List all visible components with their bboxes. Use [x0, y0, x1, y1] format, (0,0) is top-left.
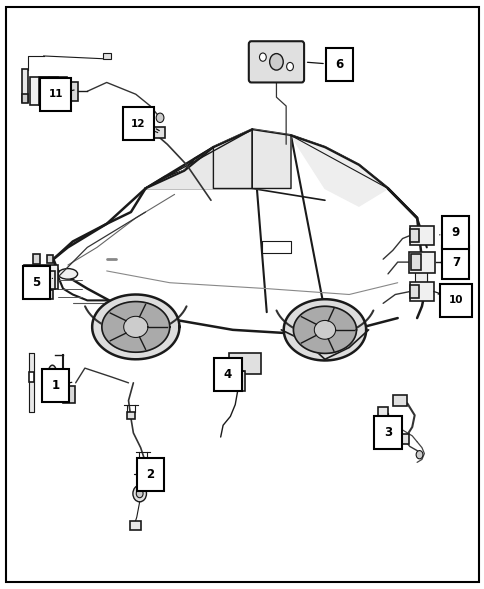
- Bar: [409, 285, 418, 298]
- Bar: [441, 246, 469, 279]
- Text: 1: 1: [52, 379, 60, 392]
- Polygon shape: [314, 320, 335, 339]
- Bar: [39, 77, 48, 105]
- Bar: [40, 78, 71, 111]
- Bar: [103, 53, 110, 59]
- Text: 4: 4: [223, 368, 232, 380]
- Bar: [325, 48, 352, 81]
- Polygon shape: [145, 130, 252, 188]
- Polygon shape: [123, 316, 148, 337]
- Bar: [439, 284, 470, 317]
- Text: 5: 5: [32, 276, 41, 289]
- Circle shape: [269, 54, 283, 70]
- Bar: [230, 371, 244, 392]
- Bar: [444, 256, 453, 268]
- Circle shape: [232, 375, 242, 387]
- Bar: [22, 94, 28, 103]
- Ellipse shape: [58, 269, 77, 279]
- Polygon shape: [293, 306, 356, 353]
- Bar: [63, 386, 76, 403]
- Polygon shape: [102, 302, 169, 352]
- Bar: [410, 254, 420, 270]
- Bar: [35, 271, 55, 289]
- Text: 12: 12: [131, 119, 145, 128]
- Polygon shape: [53, 130, 426, 336]
- Bar: [136, 458, 164, 491]
- Bar: [397, 434, 408, 444]
- Text: 6: 6: [334, 58, 343, 71]
- Bar: [47, 255, 53, 263]
- Bar: [150, 127, 165, 138]
- Circle shape: [133, 485, 146, 502]
- Bar: [393, 395, 406, 406]
- Bar: [42, 369, 69, 402]
- Bar: [409, 282, 433, 301]
- Bar: [441, 216, 469, 249]
- Bar: [126, 412, 135, 419]
- Bar: [24, 265, 58, 289]
- Bar: [409, 226, 433, 245]
- Polygon shape: [29, 353, 34, 412]
- Polygon shape: [145, 130, 252, 188]
- Bar: [378, 407, 387, 420]
- Bar: [374, 416, 401, 449]
- Text: 9: 9: [451, 226, 459, 239]
- Bar: [48, 77, 58, 105]
- Bar: [47, 370, 62, 396]
- Polygon shape: [46, 365, 58, 401]
- Bar: [23, 266, 50, 299]
- Polygon shape: [92, 294, 179, 359]
- Text: 2: 2: [146, 468, 154, 481]
- Polygon shape: [283, 299, 365, 360]
- Bar: [130, 521, 141, 530]
- Bar: [414, 271, 426, 294]
- Bar: [29, 372, 34, 382]
- Circle shape: [259, 53, 266, 61]
- Text: 11: 11: [48, 90, 63, 99]
- Bar: [214, 358, 241, 391]
- Polygon shape: [252, 130, 290, 188]
- Bar: [30, 77, 67, 105]
- Bar: [33, 254, 40, 264]
- Text: 3: 3: [383, 426, 391, 439]
- Bar: [47, 290, 53, 299]
- Text: 7: 7: [451, 256, 459, 269]
- Bar: [122, 107, 153, 140]
- Bar: [228, 353, 260, 374]
- Circle shape: [156, 113, 164, 123]
- Bar: [138, 459, 147, 466]
- Polygon shape: [213, 130, 252, 188]
- Circle shape: [286, 62, 293, 71]
- Circle shape: [136, 489, 143, 498]
- Bar: [68, 82, 77, 101]
- Bar: [409, 229, 418, 242]
- Text: 10: 10: [448, 296, 462, 305]
- Bar: [408, 252, 435, 273]
- FancyBboxPatch shape: [248, 41, 303, 82]
- Bar: [22, 70, 28, 102]
- Polygon shape: [290, 135, 387, 206]
- Circle shape: [415, 451, 422, 459]
